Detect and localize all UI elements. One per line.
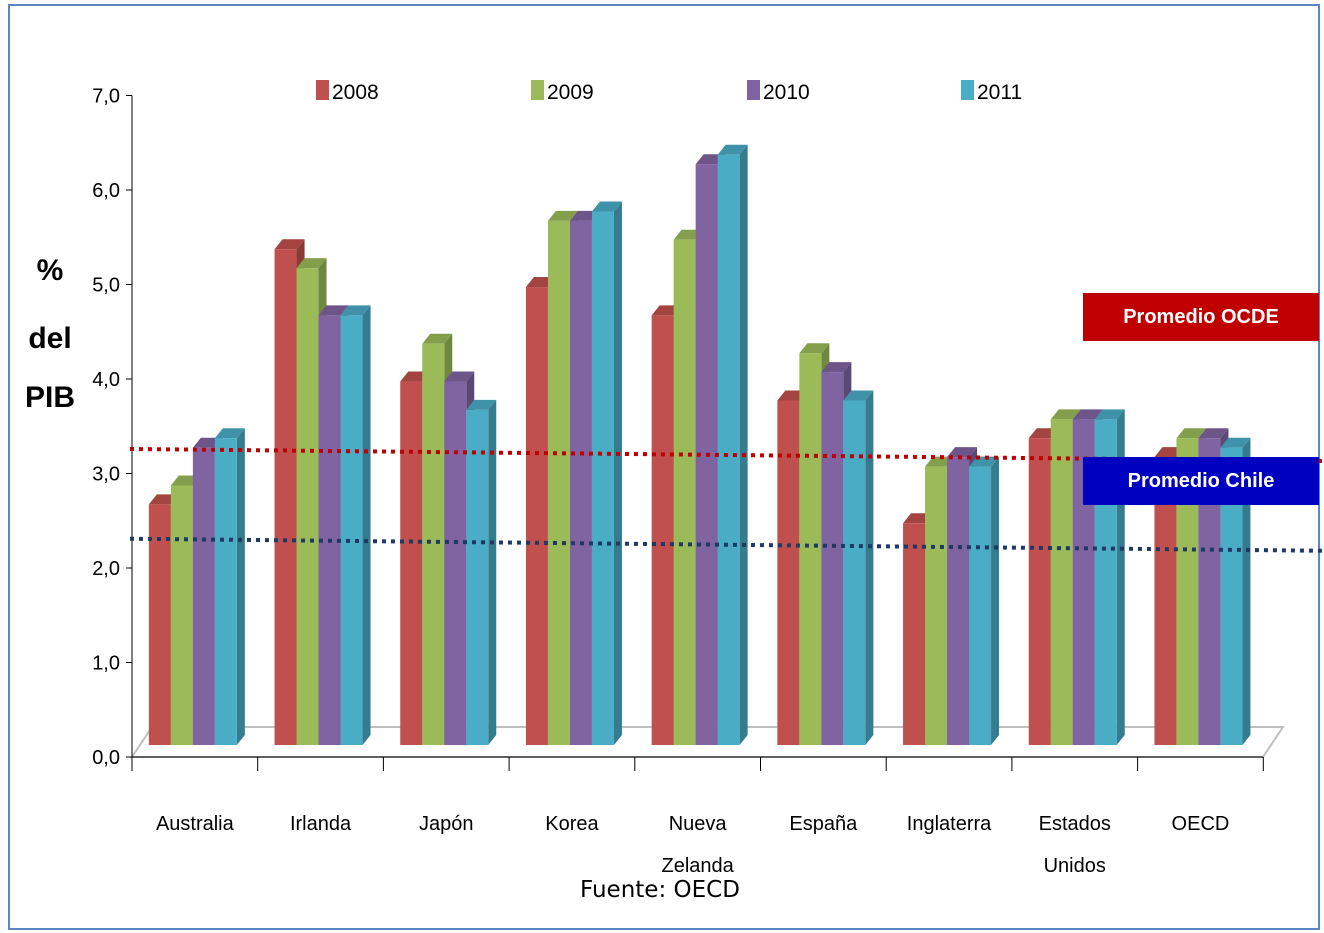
x-tick-label: España — [789, 813, 858, 835]
bar — [422, 343, 445, 745]
x-tick-label: Unidos — [1044, 855, 1106, 877]
bar — [296, 268, 319, 745]
bar-side — [613, 201, 622, 745]
bar — [400, 381, 423, 745]
bar-top — [466, 399, 497, 410]
bar — [148, 504, 171, 745]
bar — [340, 315, 363, 745]
bar-top — [547, 210, 578, 221]
bar — [547, 220, 570, 745]
bar-side — [739, 144, 748, 745]
bar — [192, 447, 215, 745]
bar-side — [1242, 437, 1251, 745]
bar-top — [947, 447, 978, 458]
promedio-chile-label: Promedio Chile — [1083, 457, 1319, 505]
bar-top — [843, 390, 874, 401]
y-axis-label-line-2: del — [28, 322, 72, 355]
legend-swatch — [747, 80, 760, 100]
y-tick-label: 3,0 — [92, 464, 120, 486]
bar — [1050, 419, 1073, 745]
bar-side — [991, 456, 1000, 745]
bar-top — [1198, 428, 1229, 439]
bar-top — [214, 428, 245, 439]
bar-top — [1220, 437, 1251, 448]
x-tick-label: Zelanda — [662, 855, 735, 877]
x-tick-label: Australia — [156, 813, 235, 835]
legend-label: 2010 — [763, 81, 810, 104]
promedio-ocde-label: Promedio OCDE — [1083, 293, 1319, 341]
bar — [673, 239, 696, 746]
legend-label: 2011 — [977, 81, 1022, 104]
bar-side — [865, 390, 874, 745]
legend-swatch — [961, 80, 974, 100]
legend-label: 2008 — [332, 81, 379, 104]
y-axis-label-line-3: PIB — [24, 381, 75, 414]
bar — [947, 457, 970, 745]
bar-top — [340, 305, 371, 316]
x-tick-label: Korea — [545, 813, 599, 835]
y-tick-label: 4,0 — [92, 369, 120, 391]
x-tick-label: Nueva — [669, 813, 728, 835]
bar — [525, 287, 548, 745]
legend-swatch — [531, 80, 544, 100]
bar-top — [1094, 409, 1125, 420]
bar — [466, 409, 489, 745]
bar — [651, 315, 674, 745]
bar-top — [296, 258, 327, 269]
source-note: Fuente: OECD — [580, 877, 740, 903]
y-axis-label-line-1: % — [36, 254, 64, 287]
x-tick-label: Japón — [419, 813, 474, 835]
bar — [969, 466, 992, 745]
bar-top — [717, 144, 748, 155]
bar — [318, 315, 341, 745]
bar-top — [1176, 428, 1207, 439]
legend-swatch — [316, 80, 329, 100]
x-tick-label: OECD — [1172, 813, 1230, 835]
bar-top — [799, 343, 830, 354]
bar-top — [422, 333, 453, 344]
bar-side — [236, 428, 245, 745]
x-tick-label: Irlanda — [290, 813, 352, 835]
y-tick-label: 1,0 — [92, 653, 120, 675]
bar — [274, 249, 297, 745]
bar — [777, 400, 800, 745]
bar — [591, 211, 614, 745]
bar-top — [274, 239, 305, 250]
bar-top — [444, 371, 475, 382]
bar-top — [1050, 409, 1081, 420]
bar — [843, 400, 866, 745]
x-tick-label: Estados — [1039, 813, 1111, 835]
bar — [1198, 438, 1221, 745]
bar — [925, 466, 948, 745]
bar — [717, 154, 740, 745]
bar-side — [488, 399, 497, 745]
y-tick-label: 7,0 — [92, 86, 120, 108]
bar — [1154, 457, 1177, 745]
bar — [1176, 438, 1199, 745]
x-tick-label: Inglaterra — [907, 813, 992, 835]
bar — [444, 381, 467, 745]
bar-top — [591, 201, 622, 212]
bar-side — [362, 305, 371, 745]
bar — [1028, 438, 1051, 745]
y-tick-label: 0,0 — [92, 747, 120, 769]
y-tick-label: 2,0 — [92, 558, 120, 580]
bar-top — [821, 362, 852, 373]
bar — [1220, 447, 1243, 745]
y-tick-label: 6,0 — [92, 180, 120, 202]
bar — [821, 372, 844, 745]
bar — [799, 353, 822, 745]
bar — [569, 220, 592, 745]
bar — [170, 485, 193, 745]
bar-top — [318, 305, 349, 316]
legend-label: 2009 — [547, 81, 594, 104]
y-tick-label: 5,0 — [92, 275, 120, 297]
bar-top — [1072, 409, 1103, 420]
bar — [214, 438, 237, 745]
reference-line — [129, 536, 1323, 553]
bar — [903, 523, 926, 745]
